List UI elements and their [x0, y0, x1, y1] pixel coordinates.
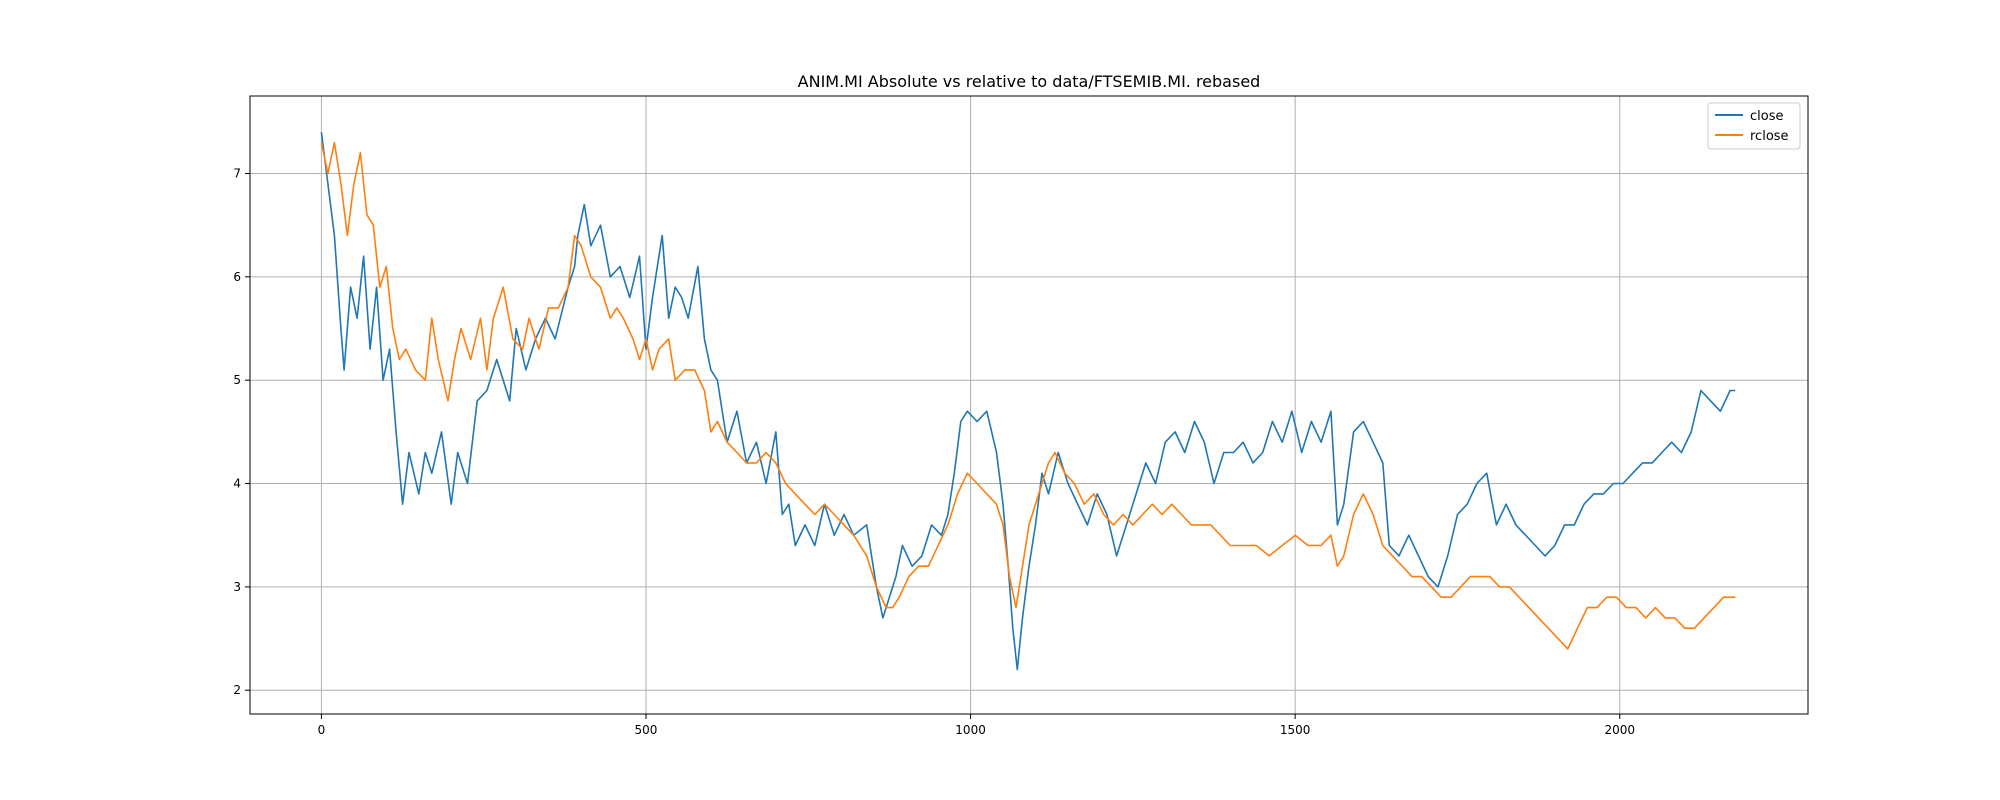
- y-tick-label: 3: [233, 580, 241, 594]
- x-tick-label: 2000: [1604, 723, 1635, 737]
- legend-items: close rclose: [1715, 109, 1789, 144]
- y-tick-label: 7: [233, 167, 241, 181]
- x-tick-label: 0: [318, 723, 326, 737]
- y-tick-label: 6: [233, 270, 241, 284]
- x-tick-label: 1500: [1280, 723, 1311, 737]
- legend: close rclose: [1707, 102, 1801, 150]
- legend-label-rclose: rclose: [1750, 129, 1789, 144]
- y-tick-label: 5: [233, 373, 241, 387]
- x-tick-label: 1000: [955, 723, 986, 737]
- x-tick-label: 500: [635, 723, 658, 737]
- series-layer: [320, 132, 1736, 671]
- plot-frame: [249, 95, 1809, 715]
- series-line-close: [320, 132, 1736, 671]
- y-tick-label: 4: [233, 477, 241, 491]
- y-tick-label: 2: [233, 683, 241, 697]
- series-line-rclose: [320, 141, 1736, 650]
- axis-ticks: 0 500 1000 1500 2000 2 3 4 5 6 7: [233, 167, 1635, 737]
- grid: [250, 96, 1808, 714]
- chart-title: ANIM.MI Absolute vs relative to data/FTS…: [798, 72, 1261, 91]
- legend-label-close: close: [1750, 109, 1783, 124]
